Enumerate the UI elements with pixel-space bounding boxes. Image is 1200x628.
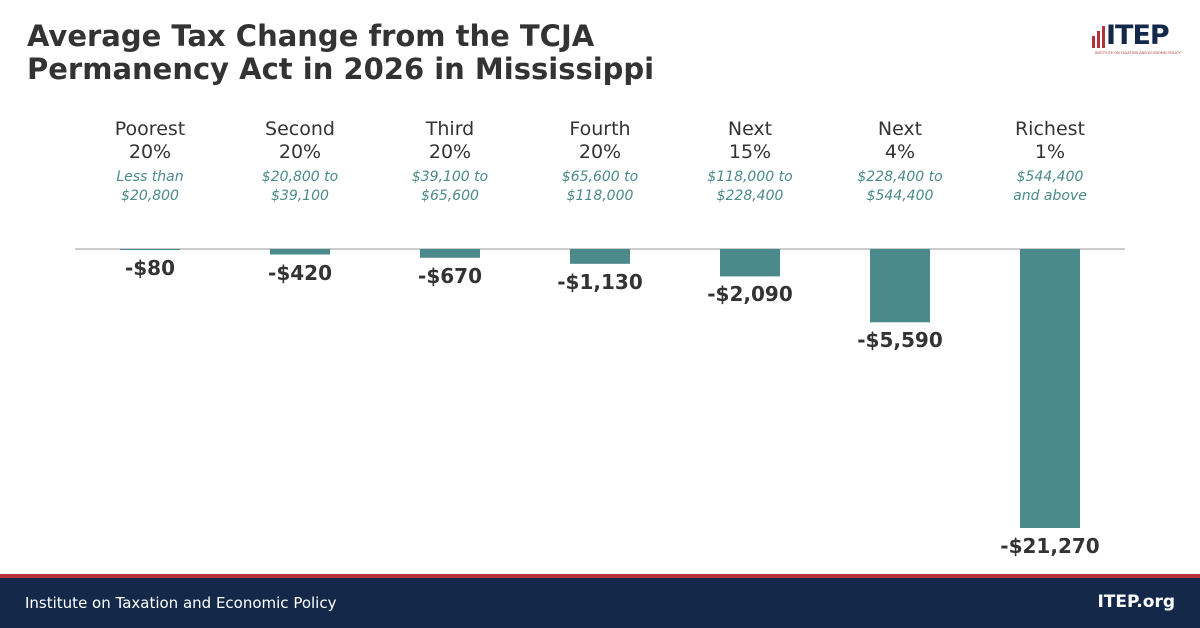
footer [0, 578, 1200, 628]
logo: ITEP [1106, 20, 1170, 51]
bar [270, 249, 330, 255]
income-range: $228,400 to $544,400 [857, 169, 943, 204]
income-range: $39,100 to $65,600 [411, 169, 489, 204]
value-label: -$420 [268, 260, 332, 285]
income-range: $544,400 and above [1013, 169, 1087, 204]
value-label: -$2,090 [707, 282, 793, 307]
category-label: Next 15% [727, 118, 773, 163]
bar [870, 249, 930, 323]
bar [570, 249, 630, 264]
logo-icon [1092, 26, 1105, 48]
income-range: $118,000 to $228,400 [707, 169, 793, 204]
income-range: $20,800 to $39,100 [261, 169, 339, 204]
footer-stripe [0, 574, 1200, 578]
category-label: Second 20% [265, 118, 335, 163]
bar [1020, 249, 1080, 528]
bar [720, 249, 780, 277]
footer-left: Institute on Taxation and Economic Polic… [25, 594, 337, 612]
logo-subtext: INSTITUTE ON TAXATION AND ECONOMIC POLIC… [1095, 51, 1181, 55]
bar [120, 249, 180, 251]
category-label: Third 20% [425, 118, 475, 163]
footer-right: ITEP.org [1097, 592, 1175, 612]
value-label: -$670 [418, 263, 482, 288]
category-label: Next 4% [877, 118, 923, 163]
category-label: Richest 1% [1014, 118, 1085, 163]
value-label: -$1,130 [557, 269, 643, 294]
category-label: Fourth 20% [569, 118, 631, 163]
income-range: Less than $20,800 [116, 169, 184, 204]
income-range: $65,600 to $118,000 [561, 169, 639, 204]
value-label: -$80 [124, 256, 176, 281]
chart-title: Average Tax Change from the TCJA Permane… [27, 19, 655, 86]
category-label: Poorest 20% [114, 118, 186, 163]
value-label: -$21,270 [1000, 534, 1100, 558]
value-label: -$5,590 [857, 328, 943, 353]
bar [420, 249, 480, 258]
